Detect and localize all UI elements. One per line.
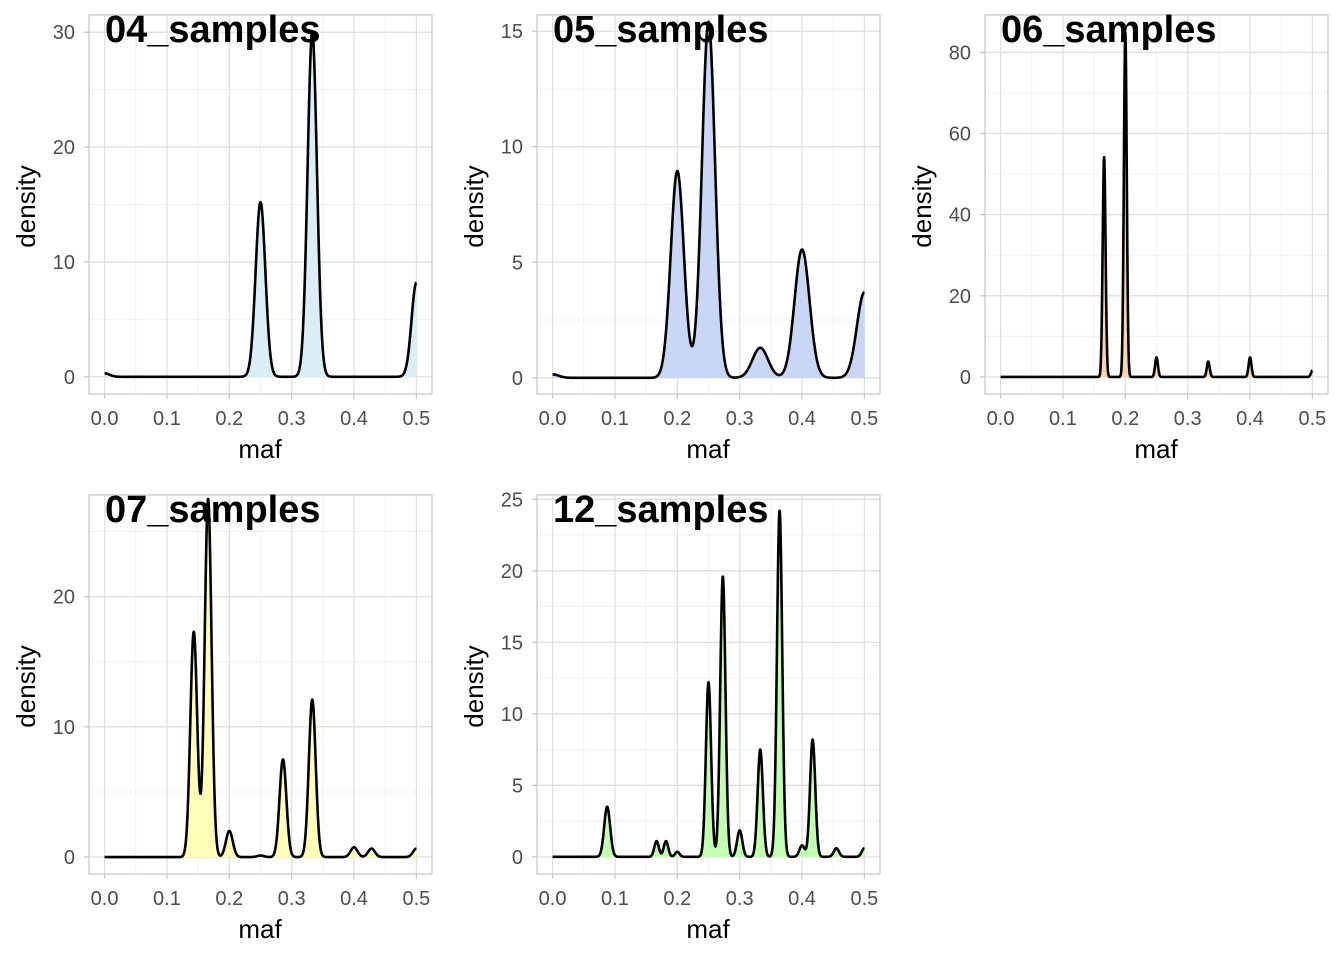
x-tick-label: 0.1 (153, 408, 181, 430)
panel-05_samples: 0.0 0.1 0.2 0.3 0.4 0.5 0 5 10 15 maf density 05_sam… (459, 9, 881, 464)
y-axis-title: density (11, 645, 41, 727)
y-tick-label: 20 (501, 561, 523, 583)
x-tick-label: 0.5 (403, 408, 431, 430)
y-tick-label: 0 (512, 847, 523, 869)
panel-title: 12_samples (553, 489, 769, 531)
x-tick-label: 0.5 (851, 408, 879, 430)
y-tick-label: 20 (949, 286, 971, 308)
y-tick-label: 25 (501, 489, 523, 511)
x-axis-title: maf (238, 914, 282, 944)
x-tick-label: 0.1 (601, 888, 629, 910)
panel-title: 07_samples (105, 489, 321, 531)
density-line (103, 497, 418, 859)
panel-07_samples: 0.0 0.1 0.2 0.3 0.4 0.5 0 10 20 maf density 07_samp… (11, 489, 433, 944)
x-tick-label: 0.3 (278, 408, 306, 430)
x-tick-label: 0.4 (340, 408, 368, 430)
panel-title: 05_samples (553, 9, 769, 51)
y-axis-title: density (459, 165, 489, 247)
x-tick-label: 0.3 (726, 888, 754, 910)
x-axis-title: maf (686, 434, 730, 464)
x-tick-label: 0.1 (1049, 408, 1077, 430)
y-tick-label: 30 (53, 22, 75, 44)
y-tick-label: 20 (53, 587, 75, 609)
x-tick-label: 0.4 (788, 408, 816, 430)
panel-06_samples: 0.0 0.1 0.2 0.3 0.4 0.5 0 20 40 60 80 maf density 06_… (907, 9, 1329, 464)
x-tick-label: 0.1 (153, 888, 181, 910)
x-tick-label: 0.3 (1174, 408, 1202, 430)
panel-border (984, 14, 1329, 395)
x-tick-label: 0.5 (403, 888, 431, 910)
x-tick-label: 0.2 (663, 408, 691, 430)
y-tick-label: 5 (512, 775, 523, 797)
x-tick-label: 0.3 (726, 408, 754, 430)
y-tick-label: 80 (949, 42, 971, 64)
x-tick-label: 0.4 (1236, 408, 1264, 430)
density-area (552, 21, 865, 378)
y-tick-label: 5 (512, 252, 523, 274)
x-tick-label: 0.1 (601, 408, 629, 430)
panel-12_samples: 0.0 0.1 0.2 0.3 0.4 0.5 0 5 10 15 20 25 maf density 12… (459, 489, 881, 944)
density-line (551, 20, 866, 380)
x-axis-title: maf (686, 914, 730, 944)
y-tick-label: 10 (501, 704, 523, 726)
x-tick-label: 0.0 (539, 408, 567, 430)
panel-border (88, 494, 433, 875)
panel-title: 06_samples (1001, 9, 1217, 51)
x-axis-title: maf (1134, 434, 1178, 464)
x-tick-label: 0.0 (987, 408, 1015, 430)
x-tick-label: 0.5 (851, 888, 879, 910)
y-tick-label: 20 (53, 137, 75, 159)
y-tick-label: 10 (53, 717, 75, 739)
x-axis-title: maf (238, 434, 282, 464)
y-tick-label: 0 (960, 367, 971, 389)
y-axis-title: density (11, 165, 41, 247)
panel-border (536, 14, 881, 395)
y-tick-label: 15 (501, 21, 523, 43)
y-tick-label: 15 (501, 632, 523, 654)
y-tick-label: 10 (501, 137, 523, 159)
x-tick-label: 0.2 (663, 888, 691, 910)
density-line (999, 30, 1314, 379)
y-tick-label: 40 (949, 205, 971, 227)
y-axis-title: density (459, 645, 489, 727)
y-axis-title: density (907, 165, 937, 247)
panel-title: 04_samples (105, 9, 321, 51)
panel-border (536, 494, 881, 875)
x-tick-label: 0.5 (1299, 408, 1327, 430)
x-tick-label: 0.2 (215, 408, 243, 430)
y-tick-label: 60 (949, 123, 971, 145)
y-tick-label: 0 (64, 847, 75, 869)
y-tick-label: 0 (64, 367, 75, 389)
x-tick-label: 0.0 (91, 888, 119, 910)
panel-border (88, 14, 433, 395)
y-tick-label: 10 (53, 252, 75, 274)
density-line (103, 30, 418, 379)
y-tick-label: 0 (512, 368, 523, 390)
x-tick-label: 0.2 (1111, 408, 1139, 430)
x-tick-label: 0.3 (278, 888, 306, 910)
x-tick-label: 0.2 (215, 888, 243, 910)
density-line (551, 509, 866, 859)
panel-04_samples: 0.0 0.1 0.2 0.3 0.4 0.5 0 10 20 30 maf density 04_sa… (11, 9, 433, 464)
x-tick-label: 0.0 (539, 888, 567, 910)
x-tick-label: 0.4 (340, 888, 368, 910)
x-tick-label: 0.0 (91, 408, 119, 430)
x-tick-label: 0.4 (788, 888, 816, 910)
